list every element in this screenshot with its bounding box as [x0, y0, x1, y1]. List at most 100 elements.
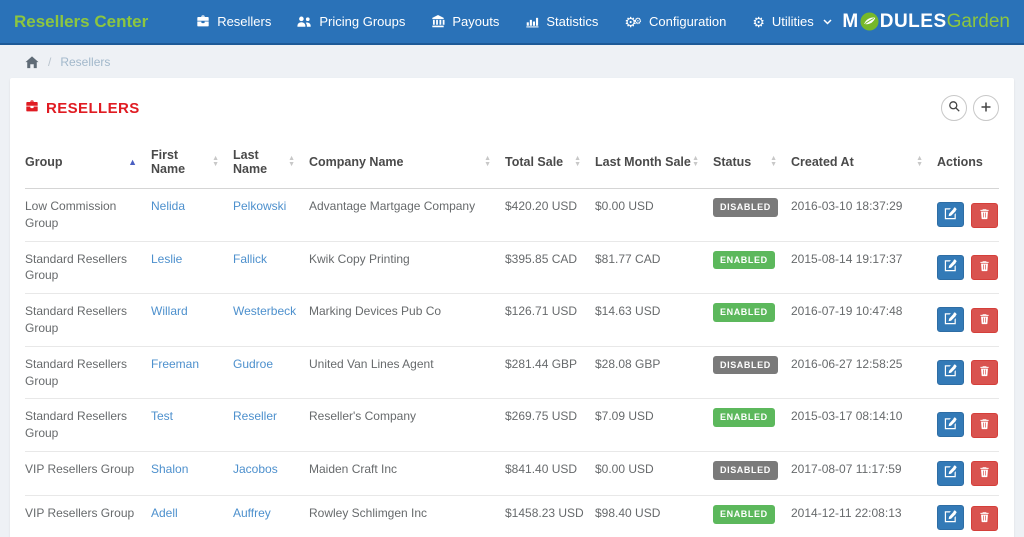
edit-button[interactable] — [937, 505, 964, 531]
breadcrumb: / Resellers — [0, 45, 1024, 78]
edit-icon — [944, 465, 957, 481]
column-header-group[interactable]: Group ▲ — [25, 136, 151, 189]
last-name-link[interactable]: Reseller — [233, 409, 278, 424]
last-name-link[interactable]: Jacobos — [233, 461, 278, 476]
edit-button[interactable] — [937, 202, 964, 228]
trash-icon — [979, 208, 990, 223]
table-row: Standard Resellers Group Willard Westerb… — [25, 293, 999, 347]
last-name-cell: Pelkowski — [233, 188, 309, 242]
delete-button[interactable] — [971, 461, 999, 487]
actions-cell — [937, 346, 999, 400]
home-icon[interactable] — [25, 55, 39, 69]
column-header-last-name[interactable]: Last Name ▲ ▼ — [233, 136, 309, 189]
first-name-link[interactable]: Leslie — [151, 251, 183, 266]
delete-button[interactable] — [971, 202, 999, 228]
status-badge: ENABLED — [713, 408, 775, 427]
total-sale-cell: $841.40 USD — [505, 451, 595, 497]
edit-button[interactable] — [937, 412, 964, 438]
delete-button[interactable] — [971, 412, 999, 438]
nav-item-label: Configuration — [649, 14, 727, 29]
status-cell: DISABLED — [713, 188, 791, 242]
cog-icon: ⚙ — [752, 13, 765, 30]
table-row: VIP Resellers Group Adell Auffrey Rowley… — [25, 495, 999, 537]
panel-actions — [941, 95, 999, 121]
trash-icon — [979, 466, 990, 481]
resellers-table: Group ▲ First Name ▲ ▼ Last Name ▲ ▼ Company … — [10, 136, 1014, 537]
app-brand[interactable]: Resellers Center — [14, 11, 149, 31]
trash-icon — [979, 260, 990, 275]
actions-cell — [937, 451, 999, 497]
status-cell: ENABLED — [713, 293, 791, 347]
first-name-link[interactable]: Adell — [151, 506, 178, 521]
first-name-link[interactable]: Test — [151, 409, 174, 424]
sort-icon: ▲ ▼ — [574, 155, 581, 168]
delete-button[interactable] — [971, 307, 999, 333]
column-label: Actions — [937, 155, 983, 169]
edit-icon — [944, 206, 957, 223]
edit-button[interactable] — [937, 359, 964, 385]
last-name-cell: Gudroe — [233, 346, 309, 400]
nav-item-pricing-groups[interactable]: Pricing Groups — [297, 14, 405, 29]
top-navbar: Resellers Center Resellers Pricing Group… — [0, 0, 1024, 45]
table-row: Standard Resellers Group Freeman Gudroe … — [25, 346, 999, 400]
first-name-link[interactable]: Nelida — [151, 199, 186, 213]
sort-icon: ▲ ▼ — [692, 155, 699, 168]
logo-text-m: M — [842, 10, 859, 32]
column-header-total-sale[interactable]: Total Sale ▲ ▼ — [505, 136, 595, 189]
column-label: Last Name — [233, 148, 268, 176]
total-sale-cell: $281.44 GBP — [505, 346, 595, 400]
search-icon — [948, 100, 961, 116]
resellers-panel: RESELLERS Group ▲ First Name ▲ ▼ Last Name ▲… — [10, 78, 1014, 537]
status-badge: DISABLED — [713, 355, 778, 375]
nav-item-configuration[interactable]: ⚙ ⚙ Configuration — [624, 14, 726, 29]
total-sale-cell: $395.85 CAD — [505, 241, 595, 295]
leaf-circle-icon — [860, 12, 879, 31]
modulesgarden-logo[interactable]: M DULES Garden — [842, 11, 1010, 33]
nav-item-resellers[interactable]: Resellers — [196, 14, 271, 29]
breadcrumb-current: Resellers — [60, 55, 111, 69]
last-name-link[interactable]: Pelkowski — [233, 199, 287, 213]
edit-button[interactable] — [937, 460, 964, 486]
actions-cell — [937, 495, 999, 537]
nav-item-label: Resellers — [217, 14, 272, 29]
column-header-status[interactable]: Status ▲ ▼ — [713, 136, 791, 189]
first-name-link[interactable]: Shalon — [151, 461, 189, 476]
search-button[interactable] — [941, 95, 967, 121]
nav-item-statistics[interactable]: Statistics — [525, 14, 598, 29]
delete-button[interactable] — [971, 360, 999, 386]
column-header-company-name[interactable]: Company Name ▲ ▼ — [309, 136, 505, 189]
last-name-link[interactable]: Fallick — [233, 251, 268, 266]
last-month-sale-cell: $98.40 USD — [595, 495, 713, 537]
last-name-link[interactable]: Gudroe — [233, 356, 274, 371]
last-name-link[interactable]: Auffrey — [233, 506, 271, 521]
column-header-first-name[interactable]: First Name ▲ ▼ — [151, 136, 233, 189]
add-button[interactable] — [973, 95, 999, 121]
edit-button[interactable] — [937, 307, 964, 333]
edit-button[interactable] — [937, 254, 964, 280]
trash-icon — [979, 511, 990, 526]
created-at-cell: 2014-12-11 22:08:13 — [791, 495, 937, 537]
company-cell: Marking Devices Pub Co — [309, 293, 505, 347]
nav-item-label: Payouts — [452, 14, 500, 29]
column-header-created-at[interactable]: Created At ▲ ▼ — [791, 136, 937, 189]
nav-item-utilities[interactable]: ⚙ Utilities — [752, 13, 832, 30]
last-name-link[interactable]: Westerbeck — [233, 304, 297, 319]
status-badge: DISABLED — [713, 460, 778, 480]
total-sale-cell: $126.71 USD — [505, 293, 595, 347]
table-row: Standard Resellers Group Leslie Fallick … — [25, 241, 999, 295]
trash-icon — [979, 313, 990, 328]
edit-icon — [944, 312, 957, 328]
edit-icon — [944, 510, 957, 526]
delete-button[interactable] — [971, 255, 999, 281]
users-icon — [297, 15, 312, 28]
total-sale-cell: $269.75 USD — [505, 398, 595, 452]
status-badge: ENABLED — [713, 303, 775, 322]
first-name-link[interactable]: Freeman — [151, 356, 200, 371]
group-cell: Standard Resellers Group — [25, 346, 151, 400]
delete-button[interactable] — [971, 505, 999, 531]
bank-icon — [431, 15, 445, 28]
column-header-last-month-sale[interactable]: Last Month Sale ▲ ▼ — [595, 136, 713, 189]
first-name-link[interactable]: Willard — [151, 304, 188, 319]
nav-item-payouts[interactable]: Payouts — [431, 14, 499, 29]
actions-cell — [937, 293, 999, 347]
